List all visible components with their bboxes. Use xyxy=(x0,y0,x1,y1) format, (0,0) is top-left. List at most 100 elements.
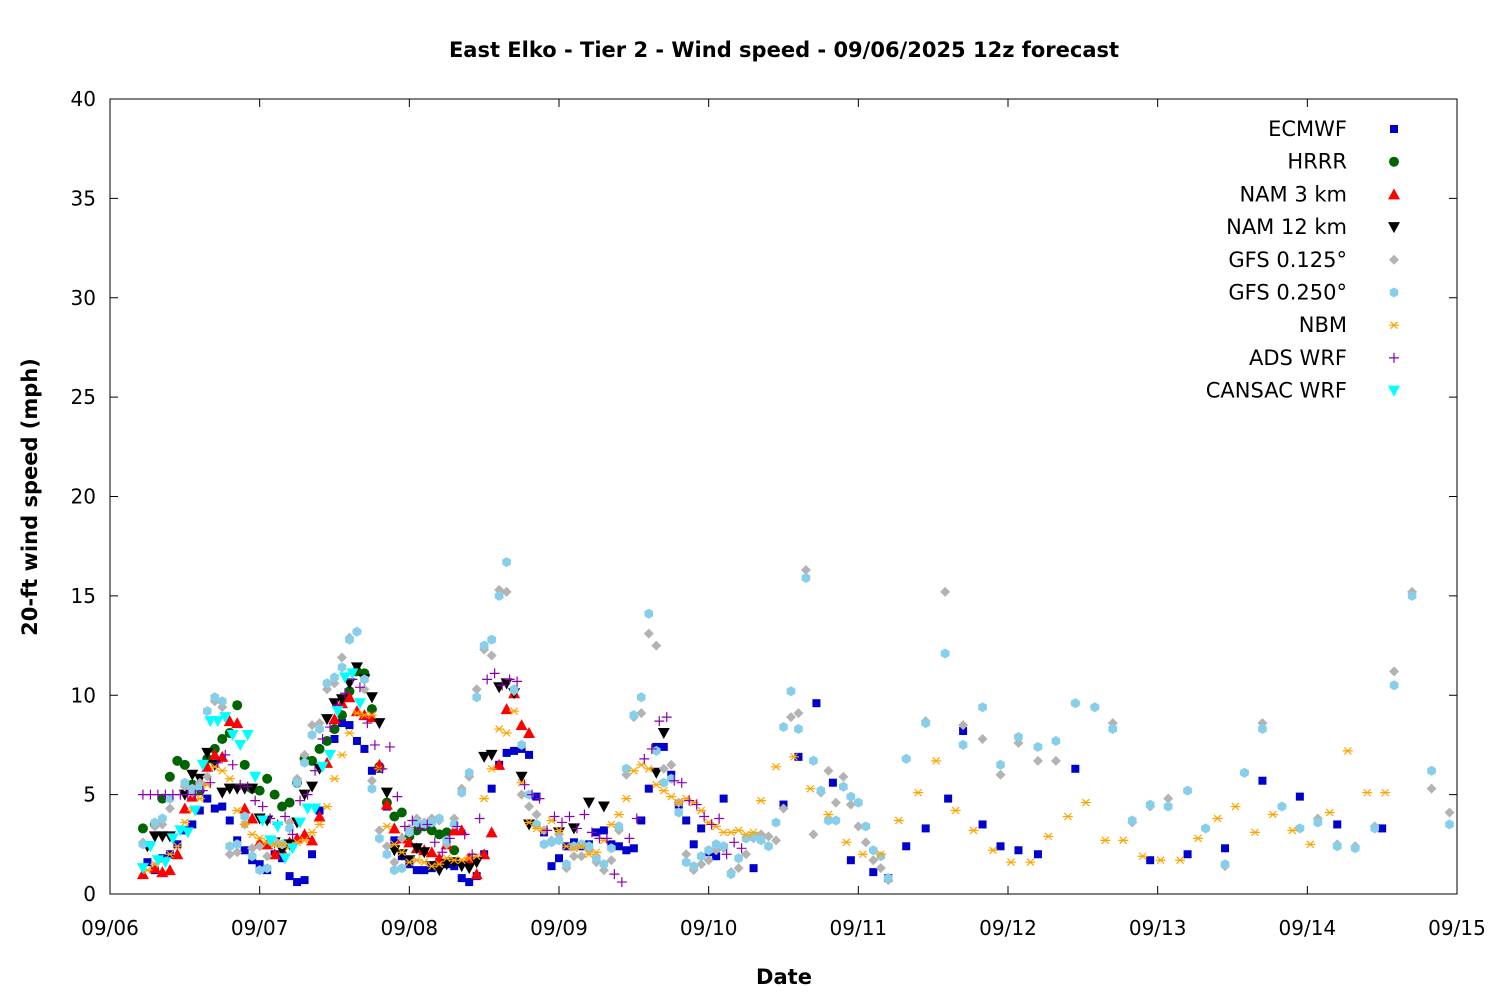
data-point xyxy=(763,831,774,842)
data-point xyxy=(801,573,811,583)
data-point xyxy=(597,801,610,813)
data-point xyxy=(470,868,483,880)
data-point xyxy=(224,774,235,783)
data-point xyxy=(778,803,789,814)
data-point xyxy=(549,811,560,822)
data-point xyxy=(1295,823,1305,834)
data-point xyxy=(592,853,601,864)
data-point xyxy=(306,834,319,846)
data-point xyxy=(968,826,979,835)
data-point xyxy=(579,809,590,820)
data-point xyxy=(212,757,223,768)
data-point xyxy=(599,859,609,870)
data-point xyxy=(1175,856,1186,865)
data-point xyxy=(325,722,336,733)
data-point xyxy=(800,565,811,576)
data-point xyxy=(382,849,392,860)
data-point xyxy=(733,826,744,835)
data-point xyxy=(501,586,512,597)
legend-label: NAM 12 km xyxy=(1226,215,1347,239)
data-point xyxy=(352,736,361,745)
data-point xyxy=(337,719,346,728)
data-point xyxy=(502,557,511,568)
data-point xyxy=(591,848,602,857)
data-point xyxy=(646,743,657,754)
legend-marker xyxy=(1389,287,1399,298)
data-point xyxy=(831,815,841,826)
data-point xyxy=(397,863,407,874)
data-point xyxy=(173,840,182,849)
data-point xyxy=(501,729,512,737)
data-point xyxy=(555,854,563,863)
data-point xyxy=(399,821,410,832)
data-point xyxy=(211,716,224,728)
data-point xyxy=(669,775,680,786)
data-point xyxy=(226,730,239,741)
data-point xyxy=(1090,702,1100,713)
data-point xyxy=(1305,840,1316,849)
data-point xyxy=(322,678,332,689)
data-point xyxy=(223,715,236,727)
data-point xyxy=(279,853,292,865)
x-tick-label: 09/14 xyxy=(1279,916,1337,940)
data-point xyxy=(607,843,616,854)
data-point xyxy=(561,842,572,851)
data-point xyxy=(179,759,190,770)
data-point xyxy=(622,846,631,855)
data-point xyxy=(1163,793,1174,804)
data-point xyxy=(280,811,291,822)
data-point xyxy=(299,836,310,845)
data-point xyxy=(390,836,399,845)
y-tick-label: 25 xyxy=(71,385,96,409)
data-point xyxy=(255,865,264,876)
data-point xyxy=(324,749,337,761)
data-point xyxy=(1445,819,1454,830)
data-point xyxy=(240,811,249,822)
data-point xyxy=(471,684,482,695)
data-point xyxy=(1080,798,1091,807)
data-point xyxy=(616,877,627,888)
data-point xyxy=(144,841,157,853)
data-point xyxy=(659,742,668,751)
data-point xyxy=(779,722,788,732)
data-point xyxy=(345,721,354,730)
data-point xyxy=(321,714,334,726)
x-tick-label: 09/10 xyxy=(680,916,738,940)
data-point xyxy=(137,823,148,834)
data-point xyxy=(317,733,328,744)
data-point xyxy=(404,858,415,867)
data-point xyxy=(374,825,385,836)
data-point xyxy=(262,773,273,784)
chart-title: East Elko - Tier 2 - Wind speed - 09/06/… xyxy=(449,38,1119,62)
data-point xyxy=(164,803,175,814)
data-point xyxy=(793,708,804,719)
data-point xyxy=(534,793,545,804)
x-tick-label: 09/07 xyxy=(231,916,289,940)
data-point xyxy=(606,855,617,866)
data-point xyxy=(532,792,541,801)
data-point xyxy=(1324,808,1335,817)
data-point xyxy=(171,848,184,860)
data-point xyxy=(516,789,527,800)
data-point xyxy=(764,841,773,852)
data-point xyxy=(329,774,340,783)
data-point xyxy=(426,825,437,836)
data-point xyxy=(487,634,496,645)
data-point xyxy=(519,779,530,790)
data-point xyxy=(316,761,329,773)
data-point xyxy=(314,743,325,754)
data-point xyxy=(354,682,365,693)
data-point xyxy=(1146,856,1155,865)
data-point xyxy=(1201,823,1210,834)
data-point xyxy=(510,746,519,755)
data-point xyxy=(367,783,377,794)
data-point xyxy=(366,704,377,715)
data-point xyxy=(517,739,526,750)
data-point xyxy=(195,781,205,792)
data-point xyxy=(785,712,796,723)
data-point xyxy=(1005,858,1016,867)
data-point xyxy=(315,724,324,734)
data-point xyxy=(741,830,752,839)
data-point xyxy=(225,841,235,852)
data-point xyxy=(502,748,511,757)
